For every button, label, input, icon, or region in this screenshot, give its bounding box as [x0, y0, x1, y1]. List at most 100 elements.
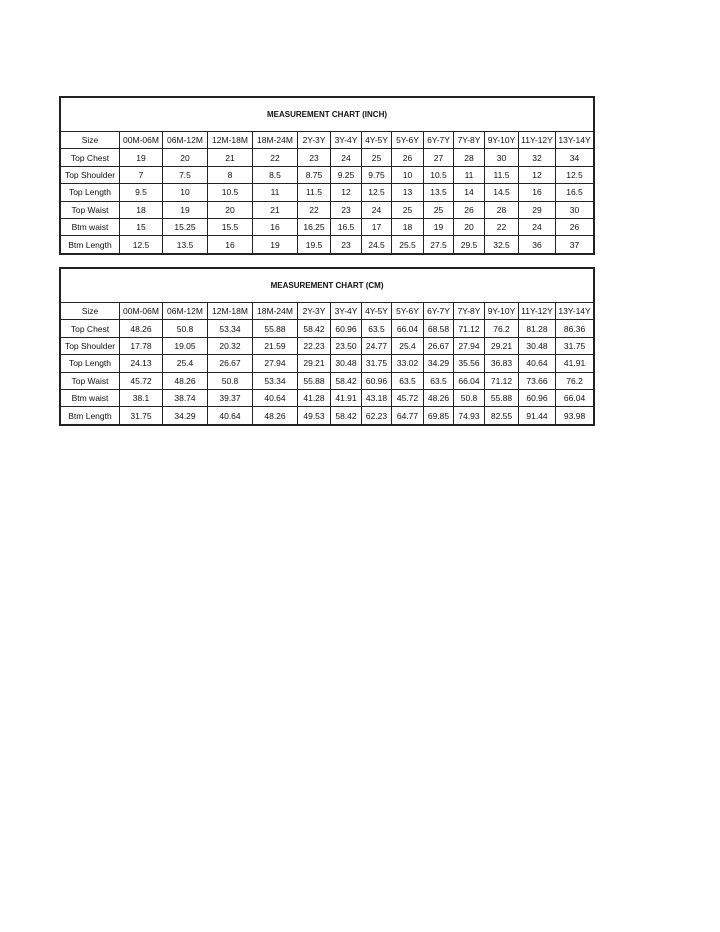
measurement-cell: 19 — [119, 148, 163, 167]
row-label: Btm Length — [60, 235, 120, 254]
size-column-header: 06M-12M — [162, 130, 208, 150]
measurement-cell: 71.12 — [484, 371, 519, 390]
measurement-cell: 28 — [484, 200, 519, 219]
measurement-cell: 63.5 — [423, 371, 454, 390]
measurement-cell: 25 — [423, 200, 454, 219]
measurement-cell: 8 — [207, 165, 253, 185]
size-column-header: 00M-06M — [119, 130, 163, 150]
measurement-cell: 34.29 — [162, 406, 208, 425]
measurement-cell: 26.67 — [423, 336, 454, 356]
measurement-cell: 48.26 — [162, 371, 208, 390]
measurement-cell: 13 — [391, 183, 424, 202]
size-column-header: 12M-18M — [207, 130, 253, 150]
size-column-header: 12M-18M — [207, 301, 253, 321]
row-label: Top Chest — [60, 319, 120, 338]
measurement-cell: 29.21 — [484, 336, 519, 356]
size-column-header: 18M-24M — [252, 301, 298, 321]
measurement-cell: 48.26 — [252, 406, 298, 425]
measurement-cell: 29.5 — [453, 235, 485, 254]
measurement-cell: 58.42 — [297, 319, 331, 338]
row-label: Top Shoulder — [60, 336, 120, 356]
measurement-cell: 23 — [330, 235, 362, 254]
measurement-cell: 20 — [207, 200, 253, 219]
measurement-cell: 23 — [297, 148, 331, 167]
measurement-cell: 10 — [391, 165, 424, 185]
measurement-cell: 12 — [330, 183, 362, 202]
size-column-header: 6Y-7Y — [423, 301, 454, 321]
measurement-cell: 27 — [423, 148, 454, 167]
measurement-cell: 55.88 — [252, 319, 298, 338]
measurement-cell: 31.75 — [361, 354, 392, 373]
size-column-header: 9Y-10Y — [484, 130, 519, 150]
measurement-cell: 16 — [518, 183, 556, 202]
measurement-cell: 60.96 — [518, 388, 556, 408]
row-label: Top Chest — [60, 148, 120, 167]
measurement-cell: 26.67 — [207, 354, 253, 373]
size-column-header: 00M-06M — [119, 301, 163, 321]
size-header: Size — [60, 130, 120, 150]
measurement-cell: 49.53 — [297, 406, 331, 425]
measurement-cell: 12.5 — [554, 165, 595, 185]
size-column-header: 11Y-12Y — [518, 301, 556, 321]
table-row: Top Waist 45.72 48.26 50.8 53.34 55.88 58.42 60… — [60, 371, 595, 390]
measurement-cell: 7.5 — [162, 165, 208, 185]
size-column-header: 13Y-14Y — [554, 130, 595, 150]
size-column-header: 2Y-3Y — [297, 130, 331, 150]
measurement-cell: 30.48 — [518, 336, 556, 356]
row-label: Btm waist — [60, 217, 120, 237]
measurement-cell: 38.74 — [162, 388, 208, 408]
measurement-cell: 53.34 — [252, 371, 298, 390]
measurement-cell: 20 — [162, 148, 208, 167]
size-header: Size — [60, 301, 120, 321]
measurement-cell: 13.5 — [162, 235, 208, 254]
measurement-cell: 16.5 — [554, 183, 595, 202]
measurement-cell: 39.37 — [207, 388, 253, 408]
measurement-cell: 29 — [518, 200, 556, 219]
measurement-cell: 21.59 — [252, 336, 298, 356]
measurement-cell: 37 — [554, 235, 595, 254]
measurement-cell: 21 — [252, 200, 298, 219]
header-row: Size 00M-06M 06M-12M 12M-18M 18M-24M 2Y-3Y 3Y-… — [60, 130, 595, 150]
row-label: Btm Length — [60, 406, 120, 425]
measurement-cell: 19.05 — [162, 336, 208, 356]
size-column-header: 11Y-12Y — [518, 130, 556, 150]
measurement-cell: 8.75 — [297, 165, 331, 185]
measurement-cell: 11 — [453, 165, 485, 185]
measurement-cell: 71.12 — [453, 319, 485, 338]
measurement-cell: 23 — [330, 200, 362, 219]
size-column-header: 5Y-6Y — [391, 130, 424, 150]
inch-measurement-table: MEASUREMENT CHART (INCH) Size 00M-06M 06M-1… — [58, 96, 596, 255]
size-column-header: 4Y-5Y — [361, 130, 392, 150]
measurement-cell: 48.26 — [423, 388, 454, 408]
measurement-cell: 40.64 — [207, 406, 253, 425]
measurement-cell: 22.23 — [297, 336, 331, 356]
measurement-cell: 24.5 — [361, 235, 392, 254]
measurement-cell: 34.29 — [423, 354, 454, 373]
measurement-cell: 63.5 — [361, 319, 392, 338]
measurement-cell: 30 — [484, 148, 519, 167]
measurement-cell: 25.4 — [162, 354, 208, 373]
table-row: Top Length 9.5 10 10.5 11 11.5 12 12.5 13 13.5 14 1… — [60, 183, 595, 202]
table-row: Btm waist 15 15.25 15.5 16 16.25 16.5 17 18 19 20 2… — [60, 217, 595, 237]
measurement-cell: 24.13 — [119, 354, 163, 373]
measurement-cell: 91.44 — [518, 406, 556, 425]
measurement-cell: 30 — [554, 200, 595, 219]
measurement-cell: 32.5 — [484, 235, 519, 254]
table-row: Btm waist 38.1 38.74 39.37 40.64 41.28 41.91 43… — [60, 388, 595, 408]
measurement-cell: 19.5 — [297, 235, 331, 254]
size-column-header: 7Y-8Y — [453, 130, 485, 150]
measurement-cell: 9.5 — [119, 183, 163, 202]
measurement-cell: 22 — [252, 148, 298, 167]
size-column-header: 6Y-7Y — [423, 130, 454, 150]
measurement-cell: 73.66 — [518, 371, 556, 390]
measurement-cell: 69.85 — [423, 406, 454, 425]
measurement-cell: 18 — [391, 217, 424, 237]
measurement-cell: 45.72 — [391, 388, 424, 408]
measurement-cell: 12.5 — [119, 235, 163, 254]
measurement-cell: 60.96 — [330, 319, 362, 338]
measurement-cell: 40.64 — [252, 388, 298, 408]
measurement-cell: 30.48 — [330, 354, 362, 373]
measurement-cell: 9.25 — [330, 165, 362, 185]
measurement-cell: 19 — [162, 200, 208, 219]
measurement-cell: 58.42 — [330, 406, 362, 425]
